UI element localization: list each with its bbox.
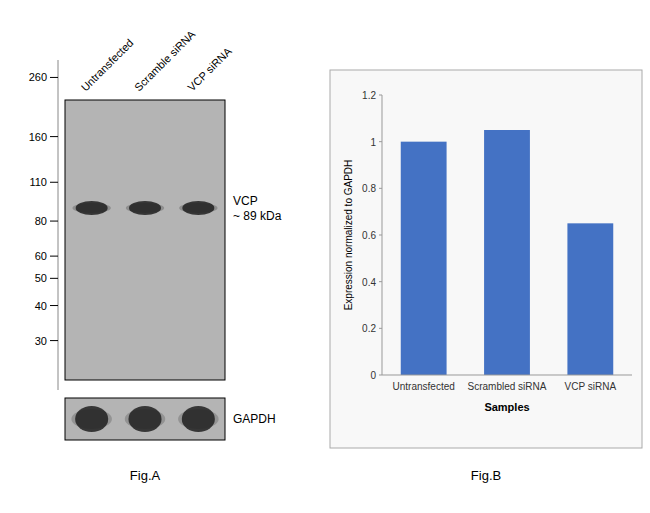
mw-label: 30 — [35, 335, 47, 347]
x-axis — [382, 375, 632, 376]
band — [76, 201, 108, 215]
protein-label-line: VCP — [233, 194, 258, 208]
y-axis-label: Expression normalized to GAPDH — [343, 160, 354, 311]
gapdh-gel — [65, 398, 225, 440]
mw-label: 40 — [35, 300, 47, 312]
figure: UntransfectedScramble siRNAVCP siRNA2601… — [0, 0, 650, 513]
panel-label: Fig.B — [471, 468, 501, 483]
loading-label: GAPDH — [233, 412, 276, 426]
y-tick — [379, 328, 382, 329]
bar-panel: 0 0.2 0.4 0.6 0.8 1 1.2 Untransfected Scrambled … — [330, 70, 642, 483]
panel-label: Fig.A — [130, 468, 161, 483]
gapdh-band — [182, 406, 215, 432]
x-tick-label: Untransfected — [393, 381, 455, 392]
y-tick — [379, 95, 382, 96]
blot-panel: UntransfectedScramble siRNAVCP siRNA2601… — [29, 27, 282, 483]
panel-box — [330, 70, 642, 448]
mw-tick — [50, 305, 58, 306]
y-tick-label: 0.8 — [362, 183, 376, 194]
y-tick-label: 0.4 — [362, 277, 376, 288]
x-tick-label: VCP siRNA — [565, 381, 617, 392]
mw-label: 260 — [29, 71, 47, 83]
y-tick-label: 1.2 — [362, 90, 376, 101]
band — [129, 201, 161, 215]
y-tick-label: 0 — [370, 370, 376, 381]
gapdh-band — [128, 406, 161, 432]
background — [0, 0, 650, 513]
mw-tick — [50, 136, 58, 137]
mw-tick — [50, 278, 58, 279]
sample-label: Untransfected — [79, 37, 136, 94]
y-tick — [379, 188, 382, 189]
x-tick-label: Scrambled siRNA — [468, 381, 547, 392]
y-tick-label: 1 — [370, 137, 376, 148]
bar — [567, 223, 613, 375]
gel — [65, 100, 225, 380]
mw-label: 110 — [29, 176, 47, 188]
y-tick — [379, 281, 382, 282]
protein-label-line: ~ 89 kDa — [233, 209, 282, 223]
mw-tick — [50, 77, 58, 78]
y-tick — [379, 375, 382, 376]
mw-tick — [50, 221, 58, 222]
y-tick-label: 0.2 — [362, 323, 376, 334]
y-tick-label: 0.6 — [362, 230, 376, 241]
mw-tick — [50, 182, 58, 183]
gapdh-band — [75, 406, 108, 432]
bars — [401, 130, 614, 375]
mw-label: 50 — [35, 272, 47, 284]
y-tick — [379, 235, 382, 236]
mw-label: 160 — [29, 131, 47, 143]
mw-label: 60 — [35, 250, 47, 262]
mw-label: 80 — [35, 215, 47, 227]
sample-label: VCP siRNA — [185, 44, 234, 93]
x-axis-label: Samples — [484, 401, 529, 413]
bar — [484, 130, 530, 375]
y-tick — [379, 141, 382, 142]
band — [182, 201, 214, 215]
protein-label: VCP~ 89 kDa — [233, 194, 282, 223]
mw-tick — [50, 256, 58, 257]
bar — [401, 142, 447, 375]
mw-tick — [50, 340, 58, 341]
